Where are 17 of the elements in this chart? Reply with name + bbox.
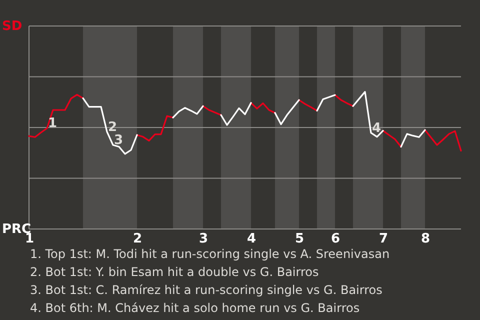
annotation: 1 <box>48 116 58 132</box>
text: SD <box>2 19 22 34</box>
x-tick-label: 7 <box>378 232 388 246</box>
annotation: 4 <box>372 120 382 136</box>
x-tick-label: 4 <box>246 232 256 246</box>
x-tick-label: 2 <box>132 232 142 246</box>
annotation: 2 <box>108 120 118 135</box>
x-tick-label: 1 <box>24 232 34 246</box>
annotation: 3 <box>114 132 124 148</box>
x-tick-label: 6 <box>330 232 340 246</box>
text: 2. Bot 1st: Y. bin Esam hit a double vs G. Bairros <box>30 264 320 281</box>
x-tick-label: 8 <box>420 232 430 246</box>
x-tick-label: 3 <box>198 232 208 246</box>
text: 3. Bot 1st: C. Ramírez hit a run-scoring single vs G. Bairros <box>30 282 384 299</box>
x-tick-label: 5 <box>294 232 304 246</box>
text: 4. Bot 6th: M. Chávez hit a solo home run vs G. Bairros <box>30 300 361 317</box>
text: 1. Top 1st: M. Todi hit a run-scoring single vs A. Sreenivasan <box>30 246 390 263</box>
